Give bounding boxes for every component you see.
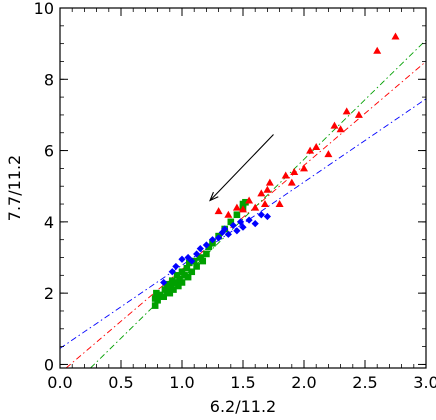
data-point <box>153 289 160 297</box>
data-point <box>160 293 167 301</box>
data-point <box>257 189 266 197</box>
data-point <box>188 257 196 265</box>
data-point <box>168 277 176 284</box>
data-point <box>287 178 296 186</box>
data-point <box>260 200 269 208</box>
x-tick-label: 2.0 <box>291 373 316 392</box>
data-point <box>181 272 188 279</box>
data-point <box>205 243 213 251</box>
data-point <box>199 257 207 265</box>
data-point <box>164 280 171 288</box>
data-points <box>151 32 400 309</box>
data-point <box>229 221 237 230</box>
x-tick-label: 3.0 <box>413 373 436 392</box>
y-tick-label: 8 <box>44 70 54 89</box>
data-point <box>354 110 363 118</box>
data-point <box>257 211 265 219</box>
data-point <box>215 234 223 242</box>
data-point <box>242 198 249 206</box>
data-point <box>281 171 290 179</box>
data-point <box>178 255 186 263</box>
data-point <box>186 259 193 267</box>
data-point <box>236 218 245 226</box>
x-tick-label: 0.5 <box>108 373 133 392</box>
annotation-arrow-head <box>209 191 219 202</box>
axis-ticks: 0.0 0.5 1.0 1.5 2.0 2.5 3.0 0 2 4 6 8 10 <box>34 0 436 392</box>
data-point <box>183 264 191 272</box>
data-point <box>300 164 308 172</box>
data-point <box>221 225 229 233</box>
x-tick-label: 1.5 <box>230 373 255 392</box>
data-point <box>312 143 321 151</box>
data-point <box>193 263 200 270</box>
data-point <box>306 146 315 154</box>
data-point <box>197 254 204 261</box>
data-point <box>202 241 210 249</box>
data-point <box>168 268 176 276</box>
data-point <box>239 205 247 213</box>
y-tick-label: 10 <box>34 0 54 18</box>
data-point <box>263 185 272 193</box>
data-point <box>193 250 201 258</box>
data-point <box>172 262 180 271</box>
data-point <box>166 289 174 297</box>
fit-line-2 <box>65 61 426 368</box>
x-axis-label: 6.2/11.2 <box>210 397 276 416</box>
data-point <box>184 273 192 281</box>
data-point <box>173 272 181 279</box>
y-tick-label: 6 <box>44 142 54 161</box>
data-point <box>154 296 161 304</box>
data-point <box>233 211 241 219</box>
data-point <box>342 107 351 115</box>
data-point <box>156 291 164 299</box>
data-point <box>227 218 235 226</box>
plot-frame <box>59 7 427 369</box>
data-point <box>214 207 223 215</box>
data-point <box>178 268 186 276</box>
data-point <box>176 275 183 283</box>
data-point <box>245 196 254 204</box>
x-tick-label: 1.0 <box>169 373 194 392</box>
data-point <box>290 167 299 175</box>
data-point <box>265 178 274 186</box>
data-point <box>151 302 159 309</box>
data-point <box>336 125 345 133</box>
data-point <box>196 244 204 253</box>
data-point <box>178 279 186 286</box>
data-point <box>251 203 260 211</box>
data-point <box>188 268 196 276</box>
data-point <box>170 286 177 293</box>
data-point <box>203 250 210 258</box>
y-tick-label: 2 <box>44 284 54 303</box>
data-point <box>232 203 241 211</box>
data-point <box>373 46 382 54</box>
data-point <box>167 282 175 290</box>
data-point <box>239 223 247 231</box>
data-point <box>224 230 232 238</box>
y-tick-label: 4 <box>44 213 54 232</box>
fit-line-3 <box>90 39 426 368</box>
data-point <box>251 220 259 228</box>
data-point <box>330 121 339 129</box>
x-tick-label: 2.5 <box>352 373 377 392</box>
annotation-arrow-shaft <box>209 134 274 201</box>
data-point <box>208 236 217 244</box>
data-point <box>184 253 192 262</box>
data-point <box>172 279 180 286</box>
data-point <box>233 227 241 235</box>
x-tick-label: 0.0 <box>47 373 72 392</box>
data-point <box>275 200 284 208</box>
data-point <box>391 32 400 40</box>
data-point <box>324 150 333 158</box>
y-tick-label: 0 <box>44 355 54 374</box>
data-point <box>175 282 182 290</box>
annotation-arrow-group <box>209 134 274 202</box>
data-point <box>263 212 271 221</box>
data-point <box>245 216 253 224</box>
data-point <box>224 210 233 218</box>
data-point <box>160 278 168 287</box>
y-axis-label: 7.7/11.2 <box>5 155 24 221</box>
